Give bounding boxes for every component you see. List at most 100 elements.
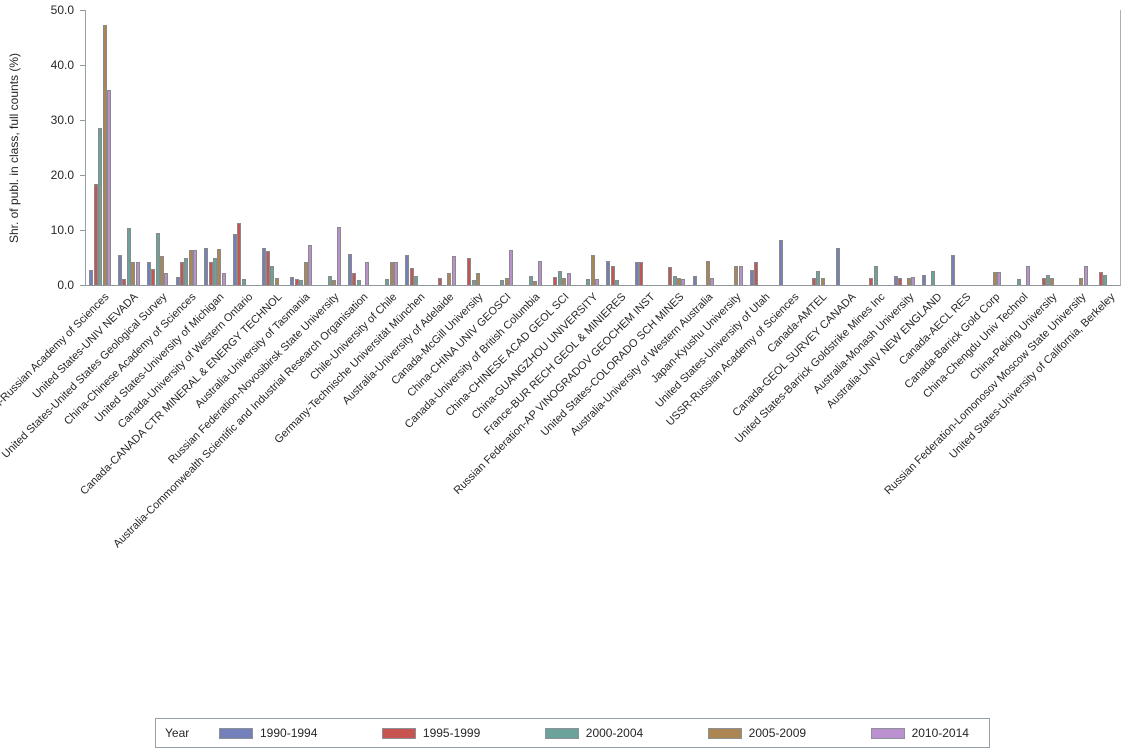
bar bbox=[451, 256, 456, 285]
legend-label: 1990-1994 bbox=[260, 726, 318, 740]
bar bbox=[471, 280, 476, 285]
bar bbox=[992, 272, 997, 285]
bar bbox=[270, 266, 275, 285]
bar bbox=[1099, 272, 1104, 285]
bar bbox=[179, 261, 184, 285]
bar bbox=[897, 278, 902, 285]
bar bbox=[533, 281, 538, 285]
bar bbox=[188, 250, 193, 285]
bar bbox=[89, 270, 94, 285]
bar bbox=[193, 250, 198, 285]
bar bbox=[710, 278, 715, 285]
bar bbox=[175, 276, 180, 285]
bar bbox=[528, 275, 533, 285]
bar bbox=[911, 277, 916, 285]
bar bbox=[213, 257, 218, 285]
bar bbox=[184, 258, 189, 285]
bar bbox=[336, 227, 341, 285]
bar bbox=[294, 278, 299, 285]
bar bbox=[873, 265, 878, 285]
y-tick-label: 20.0 bbox=[50, 168, 74, 182]
bar bbox=[102, 25, 107, 285]
bar bbox=[303, 261, 308, 285]
bar bbox=[749, 270, 754, 285]
bar bbox=[389, 261, 394, 285]
bar bbox=[332, 280, 337, 285]
bar bbox=[1026, 265, 1031, 285]
bar bbox=[500, 279, 505, 285]
bar bbox=[906, 277, 911, 285]
bar bbox=[668, 267, 673, 285]
bar bbox=[504, 277, 509, 285]
y-axis-title: Shr. of publ. in class, full counts (%) bbox=[7, 52, 21, 244]
bar bbox=[352, 272, 357, 285]
bar bbox=[394, 261, 399, 285]
legend-item: 2010-2014 bbox=[870, 726, 969, 740]
bar bbox=[595, 278, 600, 285]
legend-item: 1995-1999 bbox=[381, 726, 481, 740]
bar bbox=[290, 276, 295, 285]
bar bbox=[692, 276, 697, 285]
bar bbox=[606, 261, 611, 285]
bar bbox=[299, 280, 304, 285]
bar bbox=[951, 254, 956, 285]
bar bbox=[204, 247, 209, 285]
bar bbox=[131, 262, 136, 285]
bar bbox=[274, 278, 279, 285]
legend-label: 2005-2009 bbox=[748, 726, 807, 740]
bar bbox=[164, 272, 169, 285]
legend-swatch bbox=[544, 727, 579, 739]
legend-item: 1990-1994 bbox=[219, 726, 317, 740]
bar bbox=[615, 279, 620, 285]
bar bbox=[409, 267, 414, 285]
legend: Year 1990-1994 1995-1999 2000-2004 2005-200… bbox=[155, 718, 990, 748]
legend-swatch bbox=[219, 727, 253, 739]
y-tick-label: 50.0 bbox=[50, 3, 74, 17]
bar bbox=[635, 261, 640, 285]
legend-items: 1990-1994 1995-1999 2000-2004 2005-2009 2010… bbox=[219, 726, 969, 740]
bar bbox=[1017, 278, 1022, 285]
legend-title: Year bbox=[165, 726, 190, 740]
bar bbox=[931, 270, 936, 285]
bar bbox=[705, 261, 710, 285]
legend-label: 1995-1999 bbox=[422, 726, 481, 740]
bar bbox=[590, 255, 595, 285]
bar bbox=[98, 128, 103, 285]
bar bbox=[869, 277, 874, 285]
bar bbox=[447, 272, 452, 285]
bar bbox=[438, 278, 443, 285]
bar bbox=[467, 257, 472, 285]
bar bbox=[414, 276, 419, 285]
y-tick-label: 40.0 bbox=[50, 58, 74, 72]
legend-swatch bbox=[707, 727, 742, 739]
bar bbox=[738, 265, 743, 285]
bar bbox=[681, 278, 686, 285]
y-tick-mark bbox=[80, 10, 85, 11]
bar bbox=[106, 90, 111, 285]
bar bbox=[566, 272, 571, 285]
bar bbox=[836, 247, 841, 285]
bar bbox=[475, 273, 480, 285]
bar bbox=[734, 265, 739, 285]
bar bbox=[893, 276, 898, 285]
bar bbox=[816, 271, 821, 285]
bar bbox=[237, 223, 242, 285]
bar bbox=[610, 266, 615, 285]
plot-area bbox=[85, 10, 1121, 286]
y-tick-mark bbox=[80, 230, 85, 231]
bar bbox=[811, 278, 816, 285]
bar bbox=[1050, 277, 1055, 285]
legend-item: 2005-2009 bbox=[707, 726, 807, 740]
bar bbox=[241, 278, 246, 285]
bar bbox=[1103, 275, 1108, 285]
legend-swatch bbox=[870, 727, 905, 739]
bar bbox=[1041, 277, 1046, 285]
y-tick-label: 30.0 bbox=[50, 113, 74, 127]
bar bbox=[266, 250, 271, 285]
y-tick-mark bbox=[80, 65, 85, 66]
y-tick-mark bbox=[80, 285, 85, 286]
bar bbox=[122, 278, 127, 285]
bar bbox=[1083, 265, 1088, 285]
bar bbox=[586, 278, 591, 285]
